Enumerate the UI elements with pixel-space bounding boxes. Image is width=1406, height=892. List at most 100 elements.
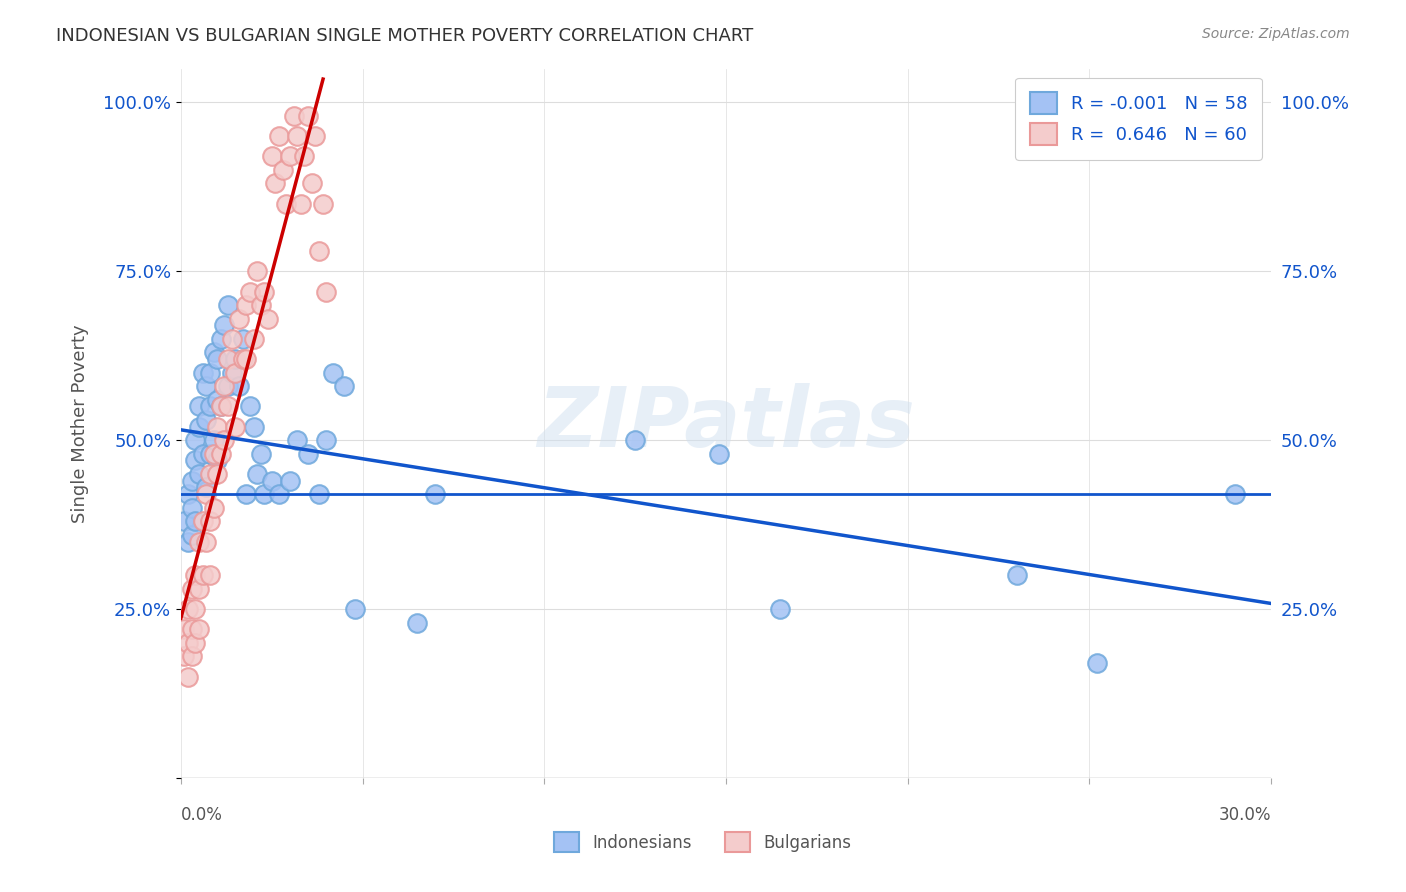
Point <box>209 400 232 414</box>
Point <box>188 534 211 549</box>
Text: ZIPatlas: ZIPatlas <box>537 383 915 464</box>
Point <box>217 352 239 367</box>
Y-axis label: Single Mother Poverty: Single Mother Poverty <box>72 324 89 523</box>
Point <box>235 298 257 312</box>
Point <box>283 109 305 123</box>
Legend: R = -0.001   N = 58, R =  0.646   N = 60: R = -0.001 N = 58, R = 0.646 N = 60 <box>1015 78 1263 160</box>
Point <box>308 244 330 258</box>
Point <box>249 298 271 312</box>
Point <box>308 487 330 501</box>
Point <box>271 162 294 177</box>
Point <box>217 379 239 393</box>
Point <box>260 474 283 488</box>
Point <box>191 366 214 380</box>
Point <box>235 352 257 367</box>
Point <box>242 419 264 434</box>
Point <box>191 447 214 461</box>
Point <box>177 602 200 616</box>
Point <box>278 474 301 488</box>
Point <box>217 400 239 414</box>
Point <box>195 487 218 501</box>
Point <box>333 379 356 393</box>
Point <box>209 332 232 346</box>
Point <box>180 582 202 596</box>
Point <box>184 433 207 447</box>
Point <box>184 636 207 650</box>
Point <box>214 433 236 447</box>
Point <box>198 514 221 528</box>
Point <box>267 487 290 501</box>
Point <box>235 487 257 501</box>
Point <box>322 366 344 380</box>
Point <box>344 602 367 616</box>
Point <box>1223 487 1246 501</box>
Point <box>198 568 221 582</box>
Point <box>209 447 232 461</box>
Point <box>290 196 312 211</box>
Point <box>191 514 214 528</box>
Point <box>276 196 298 211</box>
Point <box>177 636 200 650</box>
Point <box>228 311 250 326</box>
Point <box>184 514 207 528</box>
Point <box>177 670 200 684</box>
Point <box>198 467 221 481</box>
Point <box>253 487 276 501</box>
Point <box>253 285 276 299</box>
Point <box>232 352 254 367</box>
Point <box>180 527 202 541</box>
Point <box>184 602 207 616</box>
Point <box>205 419 228 434</box>
Point <box>205 467 228 481</box>
Point <box>232 332 254 346</box>
Point <box>311 196 333 211</box>
Text: Source: ZipAtlas.com: Source: ZipAtlas.com <box>1202 27 1350 41</box>
Point <box>195 534 218 549</box>
Point <box>769 602 792 616</box>
Point <box>246 467 269 481</box>
Point <box>184 568 207 582</box>
Point <box>188 623 211 637</box>
Point <box>315 433 337 447</box>
Point <box>214 318 236 333</box>
Point <box>202 433 225 447</box>
Point <box>242 332 264 346</box>
Point <box>297 109 319 123</box>
Point <box>209 400 232 414</box>
Point <box>202 447 225 461</box>
Point <box>205 352 228 367</box>
Legend: Indonesians, Bulgarians: Indonesians, Bulgarians <box>541 819 865 866</box>
Point <box>285 433 308 447</box>
Point <box>285 129 308 144</box>
Text: INDONESIAN VS BULGARIAN SINGLE MOTHER POVERTY CORRELATION CHART: INDONESIAN VS BULGARIAN SINGLE MOTHER PO… <box>56 27 754 45</box>
Point <box>205 392 228 407</box>
Point <box>205 453 228 467</box>
Point <box>301 177 323 191</box>
Point <box>221 332 243 346</box>
Point <box>221 366 243 380</box>
Point <box>180 474 202 488</box>
Text: 30.0%: 30.0% <box>1219 806 1271 824</box>
Point <box>1085 656 1108 670</box>
Point <box>180 649 202 664</box>
Point <box>195 379 218 393</box>
Point <box>202 500 225 515</box>
Point <box>304 129 326 144</box>
Point <box>278 149 301 163</box>
Text: 0.0%: 0.0% <box>181 806 222 824</box>
Point <box>239 400 262 414</box>
Point <box>184 453 207 467</box>
Point <box>177 487 200 501</box>
Point <box>406 615 429 630</box>
Point <box>249 447 271 461</box>
Point <box>224 366 246 380</box>
Point <box>180 623 202 637</box>
Point <box>1005 568 1028 582</box>
Point <box>180 500 202 515</box>
Point <box>195 480 218 494</box>
Point <box>624 433 647 447</box>
Point <box>315 285 337 299</box>
Point <box>239 285 262 299</box>
Point <box>267 129 290 144</box>
Point <box>198 400 221 414</box>
